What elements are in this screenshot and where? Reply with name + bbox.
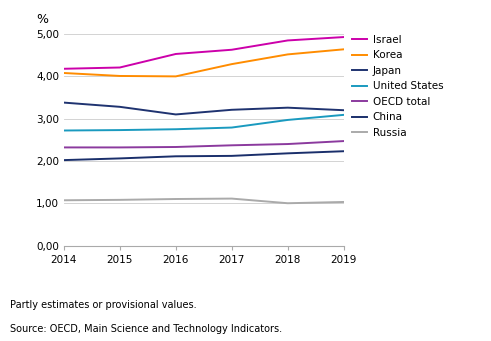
United States [229, 125, 235, 130]
OECD total [285, 142, 291, 146]
Israel [61, 67, 67, 71]
Israel [341, 35, 347, 39]
Text: Partly estimates or provisional values.: Partly estimates or provisional values. [10, 300, 196, 310]
Japan [173, 113, 179, 117]
China [117, 157, 123, 161]
Israel [285, 39, 291, 43]
Korea [285, 53, 291, 57]
United States [61, 129, 67, 133]
United States [341, 113, 347, 117]
Russia [341, 200, 347, 204]
Korea [341, 47, 347, 51]
China [285, 151, 291, 155]
Japan [341, 108, 347, 112]
Line: Russia: Russia [64, 198, 344, 203]
Korea [61, 71, 67, 75]
Text: Source: OECD, Main Science and Technology Indicators.: Source: OECD, Main Science and Technolog… [10, 324, 282, 334]
China [173, 154, 179, 158]
Japan [117, 105, 123, 109]
China [341, 149, 347, 153]
Line: OECD total: OECD total [64, 141, 344, 147]
Line: Korea: Korea [64, 49, 344, 76]
United States [173, 127, 179, 131]
Russia [61, 198, 67, 202]
Japan [61, 101, 67, 105]
Japan [229, 108, 235, 112]
OECD total [117, 145, 123, 149]
OECD total [229, 143, 235, 147]
United States [117, 128, 123, 132]
Legend: Israel, Korea, Japan, United States, OECD total, China, Russia: Israel, Korea, Japan, United States, OEC… [352, 35, 443, 137]
Israel [173, 52, 179, 56]
Text: %: % [36, 13, 48, 26]
Israel [117, 65, 123, 70]
Line: Japan: Japan [64, 103, 344, 115]
Japan [285, 106, 291, 110]
OECD total [61, 145, 67, 149]
Line: United States: United States [64, 115, 344, 131]
Russia [117, 198, 123, 202]
United States [285, 118, 291, 122]
Korea [173, 74, 179, 78]
OECD total [341, 139, 347, 143]
Israel [229, 48, 235, 52]
Russia [285, 201, 291, 205]
Korea [117, 74, 123, 78]
Line: China: China [64, 151, 344, 160]
Korea [229, 62, 235, 66]
Russia [173, 197, 179, 201]
China [229, 154, 235, 158]
OECD total [173, 145, 179, 149]
Russia [229, 196, 235, 201]
China [61, 158, 67, 162]
Line: Israel: Israel [64, 37, 344, 69]
